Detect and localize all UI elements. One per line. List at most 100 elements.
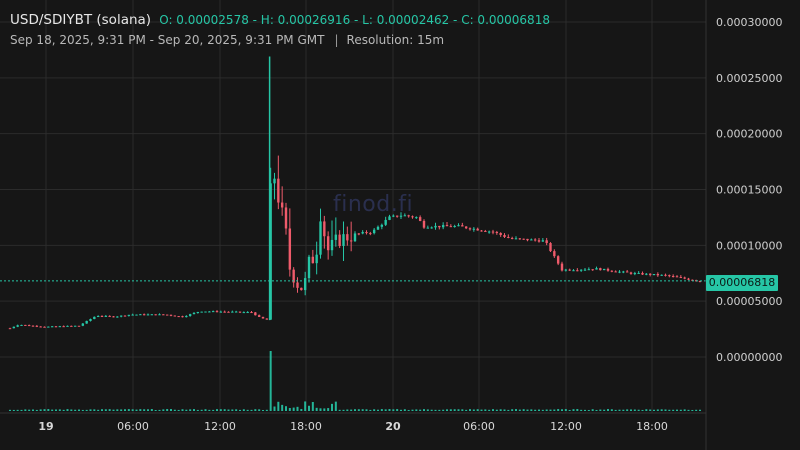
volume-bar <box>32 409 34 411</box>
candle-body <box>12 326 16 329</box>
candle-body <box>507 236 510 238</box>
candle-body <box>587 269 591 271</box>
volume-bar <box>484 409 487 411</box>
volume-bar <box>166 409 169 411</box>
volume-bar <box>70 409 73 411</box>
candle-body <box>234 311 238 313</box>
candle-body <box>334 234 338 240</box>
candle-body <box>533 239 537 241</box>
volume-bar <box>434 409 437 411</box>
volume-bar <box>85 409 88 411</box>
candle-body <box>361 232 364 234</box>
volume-bar <box>695 409 698 411</box>
volume-bar <box>269 351 272 411</box>
candle-body <box>96 316 100 318</box>
candle-body <box>629 272 633 274</box>
volume-bar <box>622 409 625 411</box>
candle-body <box>35 325 39 327</box>
candle-body <box>296 282 299 288</box>
candle-body <box>215 311 219 313</box>
candle-body <box>625 271 629 273</box>
candle-body <box>369 233 372 235</box>
volume-bar <box>139 409 142 411</box>
candle-body <box>319 221 322 255</box>
volume-bar <box>626 409 629 411</box>
volume-bar <box>131 409 134 411</box>
candle-body <box>77 325 81 327</box>
candle-body <box>365 232 368 234</box>
candle-body <box>464 226 468 229</box>
candle-body <box>342 234 345 246</box>
candle-body <box>537 240 541 242</box>
candle-body <box>16 325 19 327</box>
volume-bar <box>668 409 671 411</box>
volume-bar <box>465 409 468 411</box>
volume-bar <box>630 409 632 411</box>
candle-body <box>54 326 58 328</box>
volume-bar <box>89 409 92 411</box>
y-tick-label: 0.00010000 <box>716 239 782 252</box>
volume-bar <box>170 409 172 411</box>
volume-bar <box>200 409 203 411</box>
volume-bar <box>223 409 226 411</box>
volume-bar <box>277 401 280 411</box>
candle-body <box>660 274 663 276</box>
candle-body <box>671 276 675 278</box>
candle-body <box>476 228 479 231</box>
volume-bar <box>449 409 452 411</box>
candle-body <box>591 269 594 271</box>
candle-body <box>254 312 257 316</box>
candle-body <box>472 228 476 230</box>
candle-body <box>208 311 211 313</box>
volume-bar <box>242 409 245 411</box>
candle-body <box>108 315 111 317</box>
candle-body <box>261 316 265 319</box>
candle-body <box>518 238 522 240</box>
volume-bar <box>641 409 644 411</box>
candle-body <box>687 278 690 280</box>
volume-bar <box>254 409 257 411</box>
volume-bar <box>143 409 146 411</box>
volume-bar <box>507 409 510 411</box>
candle-body <box>242 312 246 314</box>
volume-bar <box>633 409 636 411</box>
last-price-badge: 0.00006818 <box>706 275 778 291</box>
volume-bar <box>288 408 291 411</box>
volume-bar <box>488 409 491 411</box>
volume-bar <box>311 402 314 411</box>
volume-bars <box>9 351 701 411</box>
volume-bar <box>595 409 598 411</box>
x-tick-label: 06:00 <box>463 420 495 433</box>
candle-body <box>112 316 115 318</box>
volume-bar <box>97 409 100 411</box>
candle-body <box>430 227 433 229</box>
candle-body <box>599 268 602 271</box>
candle-body <box>185 315 188 318</box>
candle-body <box>698 280 702 282</box>
candle-body <box>357 233 361 235</box>
candle-body <box>380 224 384 227</box>
x-tick-label: 06:00 <box>117 420 149 433</box>
volume-bar <box>461 409 464 411</box>
volume-bar <box>81 409 84 411</box>
candle-body <box>277 178 280 203</box>
candle-body <box>227 311 230 313</box>
resolution-label: Resolution: 15m <box>346 33 445 47</box>
candle-body <box>246 312 249 314</box>
candle-body <box>70 325 73 327</box>
candle-body <box>257 315 261 317</box>
volume-bar <box>553 409 556 411</box>
volume-bar <box>127 409 130 411</box>
chart-header: USD/SDIYBT (solana) O: 0.00002578 - H: 0… <box>10 12 550 28</box>
volume-bar <box>610 409 613 411</box>
volume-bar <box>292 407 295 411</box>
volume-bar <box>492 409 494 411</box>
candle-body <box>127 314 131 316</box>
volume-bar <box>607 409 609 411</box>
x-axis-ticks: 19 06:00 12:00 18:00 20 06:00 12:00 18:00 <box>38 420 668 433</box>
grid-lines <box>0 0 706 413</box>
volume-bar <box>158 409 161 411</box>
volume-bar <box>189 409 192 411</box>
volume-bar <box>246 409 249 411</box>
